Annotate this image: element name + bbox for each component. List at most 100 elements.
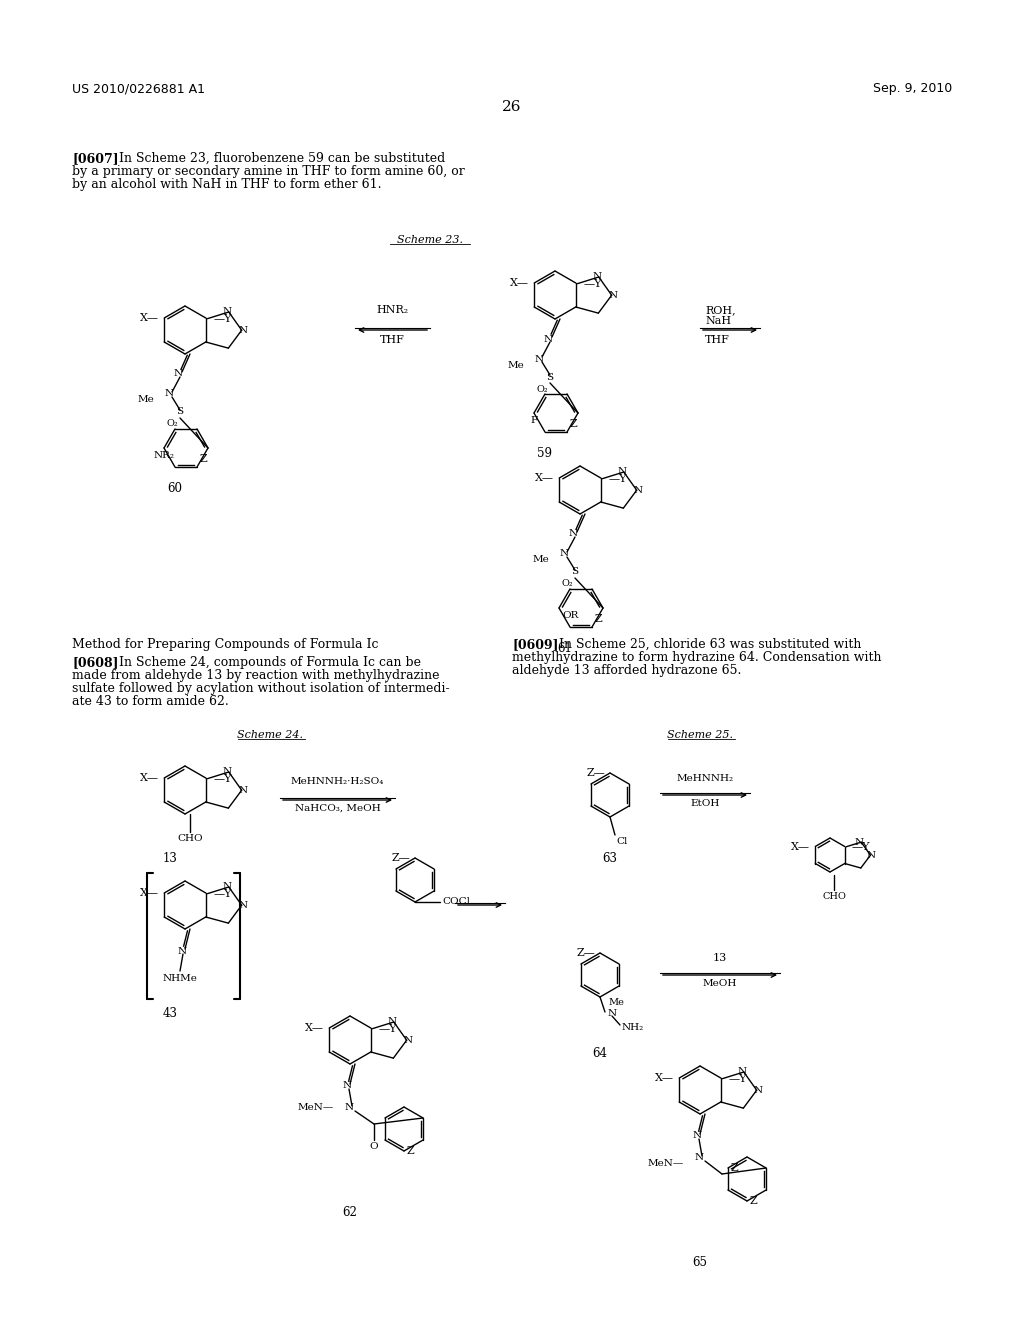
Text: S: S [571,568,579,577]
Text: [0609]: [0609] [512,638,558,651]
Text: X—: X— [655,1073,674,1082]
Text: —Y: —Y [852,842,870,851]
Text: [0608]: [0608] [72,656,119,669]
Text: NaH: NaH [705,315,731,326]
Text: 13: 13 [163,851,177,865]
Text: 64: 64 [593,1047,607,1060]
Text: N: N [177,946,186,956]
Text: Z: Z [595,614,603,624]
Text: THF: THF [705,335,730,345]
Text: NR₂: NR₂ [154,451,174,459]
Text: X—: X— [536,473,554,483]
Text: Z—: Z— [587,768,605,777]
Text: Z: Z [731,1163,738,1173]
Text: 63: 63 [602,851,617,865]
Text: Me: Me [507,360,524,370]
Text: N: N [387,1018,396,1027]
Text: EtOH: EtOH [690,799,720,808]
Text: X—: X— [510,279,529,288]
Text: Me: Me [137,396,154,404]
Text: N: N [559,549,568,558]
Text: —Y: —Y [584,279,602,289]
Text: HNR₂: HNR₂ [377,305,409,315]
Text: THF: THF [380,335,404,345]
Text: F: F [530,416,538,425]
Text: In Scheme 24, compounds of Formula Ic can be: In Scheme 24, compounds of Formula Ic ca… [106,656,421,669]
Text: N: N [737,1068,746,1077]
Text: NHMe: NHMe [163,974,198,983]
Text: N: N [165,389,173,399]
Text: Z—: Z— [577,948,595,958]
Text: —Y: —Y [213,774,232,784]
Text: N: N [222,767,231,776]
Text: 59: 59 [538,447,553,459]
Text: 26: 26 [502,100,522,114]
Text: S: S [176,408,183,417]
Text: O: O [370,1142,378,1151]
Text: N: N [867,850,876,859]
Text: COCl: COCl [442,898,470,907]
Text: [0607]: [0607] [72,152,119,165]
Text: N: N [568,529,578,539]
Text: by a primary or secondary amine in THF to form amine 60, or: by a primary or secondary amine in THF t… [72,165,465,178]
Text: In Scheme 25, chloride 63 was substituted with: In Scheme 25, chloride 63 was substitute… [547,638,861,651]
Text: N: N [222,883,231,891]
Text: N: N [239,326,247,335]
Text: —Y: —Y [608,474,627,483]
Text: O₂: O₂ [166,420,178,429]
Text: X—: X— [305,1023,325,1034]
Text: MeHNNH₂: MeHNNH₂ [677,774,733,783]
Text: made from aldehyde 13 by reaction with methylhydrazine: made from aldehyde 13 by reaction with m… [72,669,439,682]
Text: N: N [544,334,553,343]
Text: N: N [344,1104,353,1113]
Text: —Y: —Y [213,314,232,323]
Text: X—: X— [792,842,810,851]
Text: MeHNNH₂·H₂SO₄: MeHNNH₂·H₂SO₄ [291,777,384,785]
Text: OR: OR [562,611,579,620]
Text: N: N [617,467,627,477]
Text: NaHCO₃, MeOH: NaHCO₃, MeOH [295,804,380,813]
Text: N: N [855,838,864,846]
Text: N: N [592,272,601,281]
Text: N: N [173,370,182,379]
Text: X—: X— [140,888,159,898]
Text: Z: Z [570,418,578,429]
Text: Me: Me [608,998,624,1007]
Text: US 2010/0226881 A1: US 2010/0226881 A1 [72,82,205,95]
Text: Cl: Cl [616,837,628,846]
Text: X—: X— [140,313,159,323]
Text: —Y: —Y [728,1073,746,1084]
Text: 60: 60 [168,482,182,495]
Text: N: N [692,1131,701,1140]
Text: Method for Preparing Compounds of Formula Ic: Method for Preparing Compounds of Formul… [72,638,379,651]
Text: Scheme 25.: Scheme 25. [667,730,733,741]
Text: N: N [342,1081,351,1090]
Text: N: N [694,1154,703,1163]
Text: Z—: Z— [391,853,410,863]
Text: X—: X— [140,774,159,783]
Text: N: N [608,1010,617,1019]
Text: 65: 65 [692,1257,708,1269]
Text: Z: Z [407,1146,415,1156]
Text: Scheme 24.: Scheme 24. [237,730,303,741]
Text: S: S [547,372,554,381]
Text: N: N [403,1036,413,1044]
Text: ROH,: ROH, [705,305,735,315]
Text: N: N [753,1086,762,1094]
Text: Sep. 9, 2010: Sep. 9, 2010 [872,82,952,95]
Text: Z: Z [750,1196,758,1206]
Text: NH₂: NH₂ [622,1023,644,1031]
Text: MeN—: MeN— [648,1159,684,1168]
Text: In Scheme 23, fluorobenzene 59 can be substituted: In Scheme 23, fluorobenzene 59 can be su… [106,152,445,165]
Text: —Y: —Y [213,888,232,899]
Text: MeN—: MeN— [298,1104,334,1113]
Text: 43: 43 [163,1007,177,1020]
Text: sulfate followed by acylation without isolation of intermedi-: sulfate followed by acylation without is… [72,682,450,696]
Text: N: N [239,900,247,909]
Text: N: N [222,308,231,317]
Text: N: N [608,290,617,300]
Text: CHO: CHO [822,892,846,902]
Text: N: N [239,785,247,795]
Text: O₂: O₂ [561,579,572,589]
Text: by an alcohol with NaH in THF to form ether 61.: by an alcohol with NaH in THF to form et… [72,178,382,191]
